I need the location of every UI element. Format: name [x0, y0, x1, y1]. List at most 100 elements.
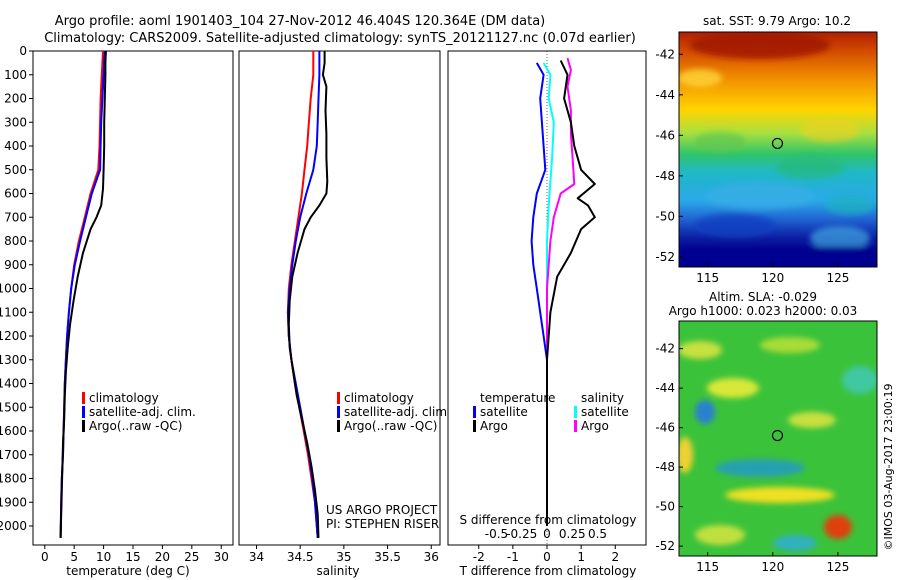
depth-tick-label: 1300: [0, 353, 27, 367]
depth-tick-label: 100: [4, 68, 27, 82]
legend-title-temperature: temperature: [480, 391, 555, 405]
lon-tick-label: 120: [761, 560, 784, 574]
t-difference-axis-label: T difference from climatology: [459, 564, 637, 578]
temperature-axis-ticks: 0 5 10 15 20 25 30: [41, 545, 229, 564]
sst-map-axes: 115 120 125 -42 -44 -46 -48 -50 -52: [655, 47, 849, 285]
x-tick-label: 2: [611, 550, 619, 564]
sla-map-subtitle: Argo h1000: 0.023 h2000: 0.03: [669, 304, 858, 318]
salinity-plot-frame: [238, 50, 441, 546]
x-tick-label: 0: [543, 550, 551, 564]
difference-legend-temperature: temperature satellite Argo: [473, 391, 555, 433]
legend-label-s-satellite: satellite: [581, 405, 629, 419]
lat-tick-label: -48: [655, 460, 675, 474]
series-line-argo: [546, 60, 596, 526]
salinity-axis-label: salinity: [316, 564, 359, 578]
lon-tick-label: 125: [826, 560, 849, 574]
legend-label-climatology: climatology: [344, 391, 414, 405]
depth-tick-label: 1700: [0, 448, 27, 462]
depth-tick-label: 200: [4, 92, 27, 106]
depth-tick-label: 500: [4, 163, 27, 177]
depth-tick-label: 1500: [0, 400, 27, 414]
depth-tick-label: 1900: [0, 495, 27, 509]
x-tick-label: 1: [577, 550, 585, 564]
legend-label-argo: Argo(..raw -QC): [344, 419, 437, 433]
x-tick-label: 35: [336, 550, 351, 564]
sla-field: [679, 321, 877, 556]
legend-title-salinity: salinity: [581, 391, 624, 405]
legend-swatch-t-satellite: [473, 406, 476, 418]
pi-label: PI: STEPHEN RISER: [326, 517, 439, 531]
depth-tick-label: 900: [4, 258, 27, 272]
depth-axis-ticks: 0 100 200 300 400 500 600 700 800 900 1000 1100 1200…: [0, 44, 33, 533]
temperature-series: [59, 50, 107, 538]
sst-map-title: sat. SST: 9.79 Argo: 10.2: [703, 14, 851, 28]
series-line-argo-raw-qc: [287, 51, 329, 538]
x-tick-label: 36: [424, 550, 439, 564]
figure-title-line2: Climatology: CARS2009. Satellite-adjuste…: [44, 31, 636, 46]
depth-tick-label: 1800: [0, 472, 27, 486]
difference-series: [530, 57, 596, 526]
series-line-argo: [546, 57, 576, 526]
legend-label-climatology: climatology: [89, 391, 159, 405]
lat-tick-label: -46: [655, 128, 675, 142]
x-tick-label: -2: [473, 550, 485, 564]
depth-tick-label: 700: [4, 210, 27, 224]
legend-label-satellite-adj: satellite-adj. clim.: [89, 405, 196, 419]
legend-label-s-argo: Argo: [581, 419, 609, 433]
depth-tick-label: 300: [4, 115, 27, 129]
lon-tick-label: 120: [761, 271, 784, 285]
sla-map-axes: 115 120 125 -42 -44 -46 -48 -50 -52: [655, 342, 849, 574]
argo-position-marker-icon: [771, 429, 784, 442]
lon-tick-label: 115: [696, 271, 719, 285]
depth-tick-label: 1400: [0, 377, 27, 391]
legend-swatch-climatology: [82, 392, 85, 404]
temperature-panel: 0100200300400500600700800900100011001200…: [0, 44, 234, 578]
legend-swatch-argo: [82, 420, 85, 432]
legend-label-t-argo: Argo: [480, 419, 508, 433]
legend-swatch-s-argo: [574, 420, 577, 432]
sst-field: [679, 32, 877, 267]
legend-label-satellite-adj: satellite-adj. clim.: [344, 405, 451, 419]
temperature-plot-frame: [32, 50, 234, 546]
s-tick-label: 0.25: [559, 527, 586, 541]
timestamp-stamp: ©IMOS 03-Aug-2017 23:00:19: [882, 384, 895, 551]
lat-tick-label: -52: [655, 250, 675, 264]
depth-tick-label: 1200: [0, 329, 27, 343]
depth-tick-label: 0: [19, 44, 27, 58]
legend-label-argo: Argo(..raw -QC): [89, 419, 182, 433]
x-tick-label: 5: [70, 550, 78, 564]
difference-legend-salinity: salinity satellite Argo: [574, 391, 629, 433]
depth-tick-label: 400: [4, 139, 27, 153]
lat-tick-label: -46: [655, 421, 675, 435]
legend-swatch-satellite-adj: [337, 406, 340, 418]
x-tick-label: 30: [214, 550, 229, 564]
s-tick-label: -0.25: [506, 527, 537, 541]
salinity-panel: 34 34.5 35 35.5 36 climatology satellite-adj…: [238, 50, 451, 578]
x-tick-label: 25: [184, 550, 199, 564]
sst-map-frame: [678, 31, 878, 268]
lat-tick-label: -48: [655, 169, 675, 183]
lat-tick-label: -44: [655, 88, 675, 102]
salinity-series: [286, 51, 329, 538]
sla-map-panel: Altim. SLA: -0.029 Argo h1000: 0.023 h20…: [655, 290, 878, 574]
x-tick-label: 34: [249, 550, 264, 564]
x-tick-label: 10: [96, 550, 111, 564]
lat-tick-label: -50: [655, 500, 675, 514]
lat-tick-label: -42: [655, 342, 675, 356]
credit-label: US ARGO PROJECT: [326, 503, 438, 517]
x-tick-label: 34.5: [287, 550, 314, 564]
depth-tick-label: 1100: [0, 305, 27, 319]
lon-tick-label: 125: [826, 271, 849, 285]
s-tick-label: 0: [543, 527, 551, 541]
depth-tick-label: 1000: [0, 282, 27, 296]
lat-tick-label: -50: [655, 209, 675, 223]
sla-map-frame: [678, 320, 878, 557]
sla-map-title: Altim. SLA: -0.029: [709, 290, 817, 304]
depth-tick-label: 800: [4, 234, 27, 248]
legend-label-t-satellite: satellite: [480, 405, 528, 419]
x-tick-label: 20: [155, 550, 170, 564]
s-difference-tick-labels: -0.5-0.25 0 0.25 0.5: [485, 527, 607, 541]
difference-axis-ticks: -2 -1 0 1 2: [473, 545, 619, 564]
legend-swatch-argo: [337, 420, 340, 432]
